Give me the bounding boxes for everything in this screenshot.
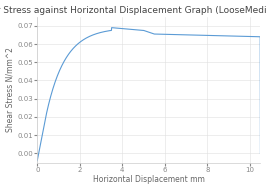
Title: Shear Stress against Horizontal Displacement Graph (LooseMediumPSample): Shear Stress against Horizontal Displace… xyxy=(0,6,266,15)
X-axis label: Horizontal Displacement mm: Horizontal Displacement mm xyxy=(93,175,205,184)
Y-axis label: Shear Stress N/mm^2: Shear Stress N/mm^2 xyxy=(6,47,15,132)
